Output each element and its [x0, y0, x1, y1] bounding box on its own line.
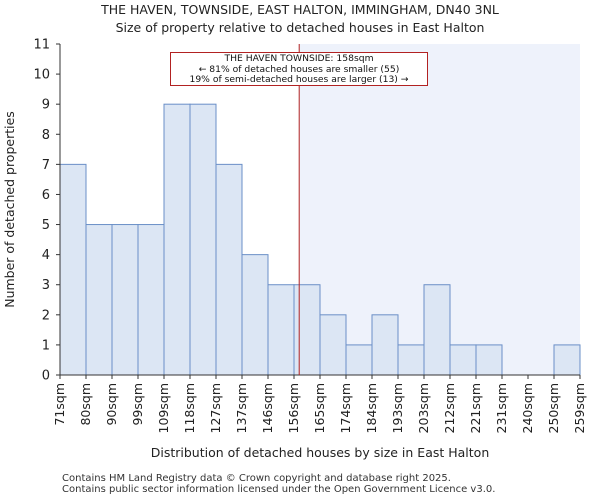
chart-title: THE HAVEN, TOWNSIDE, EAST HALTON, IMMING… — [101, 2, 499, 17]
x-tick-label-14: 203sqm — [416, 383, 431, 433]
x-tick-label-19: 250sqm — [546, 383, 561, 433]
x-tick-label-12: 184sqm — [364, 383, 379, 433]
x-tick-label-15: 212sqm — [442, 383, 457, 433]
x-tick-label-0: 71sqm — [52, 383, 67, 426]
footer-line-1: Contains HM Land Registry data © Crown c… — [62, 473, 451, 484]
y-tick-label-11: 11 — [33, 38, 50, 53]
y-tick-label-2: 2 — [42, 308, 50, 323]
bar-4 — [163, 103, 191, 376]
x-tick-label-7: 137sqm — [234, 383, 249, 433]
bar-15 — [449, 344, 477, 376]
bar-19 — [553, 344, 581, 376]
y-tick-label-7: 7 — [42, 158, 50, 173]
y-tick-label-1: 1 — [42, 338, 50, 353]
bar-14 — [423, 284, 451, 376]
chart-subtitle: Size of property relative to detached ho… — [115, 20, 485, 35]
y-tick-label-4: 4 — [42, 248, 50, 263]
bar-13 — [397, 344, 425, 376]
x-tick-label-16: 221sqm — [468, 383, 483, 433]
x-tick-label-3: 99sqm — [130, 383, 145, 426]
y-tick-label-8: 8 — [42, 128, 50, 143]
x-tick-label-13: 193sqm — [390, 383, 405, 433]
x-axis-title: Distribution of detached houses by size … — [151, 445, 490, 460]
x-tick-label-4: 109sqm — [156, 383, 171, 433]
y-tick-label-5: 5 — [42, 218, 50, 233]
x-tick-label-10: 165sqm — [312, 383, 327, 433]
x-tick-label-20: 259sqm — [572, 383, 587, 433]
bar-12 — [371, 314, 399, 376]
annotation-line-2: ← 81% of detached houses are smaller (55… — [198, 63, 400, 75]
bar-5 — [189, 103, 217, 376]
bar-7 — [241, 254, 269, 376]
y-tick-label-10: 10 — [33, 68, 50, 83]
bar-16 — [475, 344, 503, 376]
x-tick-label-17: 231sqm — [494, 383, 509, 433]
bar-10 — [319, 314, 347, 376]
x-tick-label-5: 118sqm — [182, 383, 197, 433]
bar-9 — [293, 284, 321, 376]
y-tick-label-3: 3 — [42, 278, 50, 293]
x-tick-label-8: 146sqm — [260, 383, 275, 433]
y-tick-label-6: 6 — [42, 188, 50, 203]
footer-line-2: Contains public sector information licen… — [62, 484, 496, 495]
x-tick-label-9: 156sqm — [286, 383, 301, 433]
subject-annotation: THE HAVEN TOWNSIDE: 158sqm ← 81% of deta… — [170, 52, 428, 86]
x-tick-label-11: 174sqm — [338, 383, 353, 433]
x-tick-label-6: 127sqm — [208, 383, 223, 433]
y-tick-label-9: 9 — [42, 98, 50, 113]
bar-1 — [85, 224, 113, 376]
bar-0 — [59, 163, 87, 376]
x-tick-label-2: 90sqm — [104, 383, 119, 426]
bar-3 — [137, 224, 165, 376]
annotation-line-3: 19% of semi-detached houses are larger (… — [189, 74, 409, 85]
bar-2 — [111, 224, 139, 376]
bar-6 — [215, 163, 243, 376]
bar-8 — [267, 284, 295, 376]
x-tick-label-18: 240sqm — [520, 383, 535, 433]
y-tick-label-0: 0 — [42, 369, 50, 384]
annotation-line-1: THE HAVEN TOWNSIDE: 158sqm — [224, 53, 374, 64]
bar-11 — [345, 344, 373, 376]
x-tick-label-1: 80sqm — [78, 383, 93, 426]
y-axis-title: Number of detached properties — [2, 111, 17, 308]
